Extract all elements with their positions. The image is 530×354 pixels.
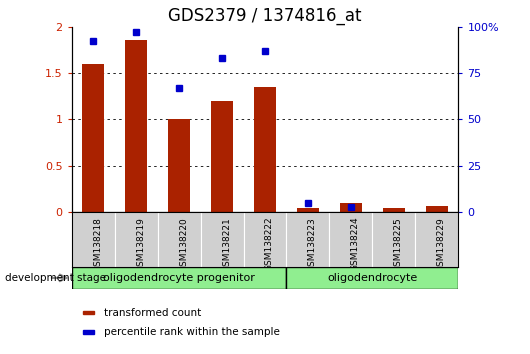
Text: GSM138220: GSM138220	[179, 217, 188, 272]
Bar	[297, 208, 319, 212]
Bar	[125, 40, 147, 212]
Text: GSM138222: GSM138222	[265, 217, 274, 272]
Text: GSM138224: GSM138224	[351, 217, 360, 272]
Bar	[383, 208, 405, 212]
Bar	[287, 267, 458, 289]
Bar	[254, 87, 276, 212]
Bar	[416, 212, 458, 267]
Bar	[83, 311, 94, 314]
Text: transformed count: transformed count	[104, 308, 202, 318]
Text: GSM138229: GSM138229	[437, 217, 446, 272]
Text: percentile rank within the sample: percentile rank within the sample	[104, 327, 280, 337]
Text: GSM138219: GSM138219	[136, 217, 145, 272]
Bar	[243, 212, 287, 267]
Text: oligodendrocyte progenitor: oligodendrocyte progenitor	[103, 273, 255, 283]
Bar	[82, 64, 104, 212]
Bar	[83, 330, 94, 333]
Bar	[287, 212, 330, 267]
Text: GSM138221: GSM138221	[222, 217, 231, 272]
Bar	[169, 120, 190, 212]
Bar	[114, 212, 157, 267]
Text: GSM138225: GSM138225	[394, 217, 403, 272]
Text: development stage: development stage	[5, 273, 107, 283]
Bar	[72, 267, 287, 289]
Bar	[340, 203, 361, 212]
Bar	[426, 206, 448, 212]
Text: GSM138218: GSM138218	[93, 217, 102, 272]
Text: oligodendrocyte: oligodendrocyte	[328, 273, 418, 283]
Bar	[211, 101, 233, 212]
Bar	[72, 212, 114, 267]
Bar	[373, 212, 416, 267]
Bar	[200, 212, 243, 267]
Bar	[330, 212, 373, 267]
Text: GSM138223: GSM138223	[308, 217, 317, 272]
Bar	[157, 212, 200, 267]
Title: GDS2379 / 1374816_at: GDS2379 / 1374816_at	[168, 7, 362, 25]
